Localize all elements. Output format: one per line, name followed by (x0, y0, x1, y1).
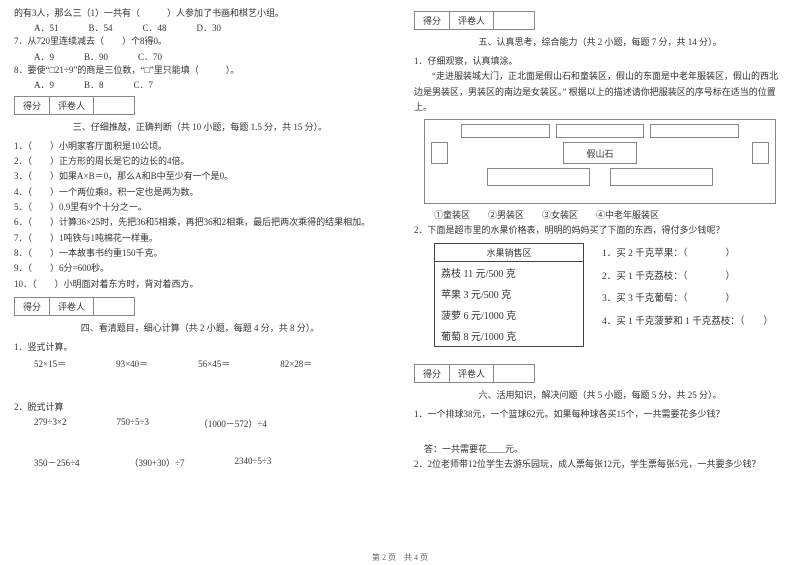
judge-item: 3．（ ）如果A×B＝0，那么A和B中至少有一个是0。 (14, 169, 386, 184)
answer-line: 答：一共需要花____元。 (414, 442, 786, 457)
question-text: 7．从720里连续减去（ ）个8得0。 (14, 34, 386, 49)
question-text: 8．要使“□21÷9”的商是三位数，“□”里只能填（ ）。 (14, 63, 386, 78)
sub-heading: 1．竖式计算。 (14, 340, 386, 355)
opt: B．54 (89, 21, 113, 34)
calc-item: 2340÷5÷3 (234, 456, 271, 469)
judge-item: 1．（ ）小明家客厅面积是10公顷。 (14, 139, 386, 154)
judge-item: 9．（ ）6分=600秒。 (14, 261, 386, 276)
sub-heading: 2．脱式计算 (14, 400, 386, 415)
price-row: 荔枝 11 元/500 克 (435, 262, 583, 283)
map-cell (556, 124, 645, 138)
opt: A．9 (34, 78, 54, 91)
price-title: 水果销售区 (435, 244, 583, 262)
opt: C．48 (143, 21, 167, 34)
question-text: 1．一个排球38元，一个篮球62元。如果每种球各买15个，一共需要花多少钱？ (414, 407, 786, 422)
score-box: 得分 评卷人 (14, 96, 135, 115)
map-cell (650, 124, 739, 138)
calc-item: 52×15＝ (34, 357, 66, 370)
judge-item: 2．（ ）正方形的周长是它的边长的4倍。 (14, 154, 386, 169)
section-title: 五、认真思考，综合能力（共 2 小题，每题 7 分，共 14 分）。 (414, 35, 786, 48)
price-row: 苹果 3 元/500 克 (435, 283, 583, 304)
price-table: 水果销售区 荔枝 11 元/500 克 苹果 3 元/500 克 菠萝 6 元/… (434, 243, 584, 347)
map-cell (487, 168, 590, 186)
score-label: 得分 (415, 12, 450, 29)
calc-item: 279÷3×2 (34, 417, 67, 430)
judge-item: 4．（ ）一个两位乘8，积一定也是两为数。 (14, 185, 386, 200)
score-label: 得分 (415, 365, 450, 382)
legend-text: ①童装区 ②男装区 ③女装区 ④中老年服装区 (414, 208, 786, 223)
question-text: 的有3人，那么三（1）一共有（ ）人参加了书画和棋艺小组。 (14, 6, 386, 21)
buy-item: 1．买 2 千克苹果：（ ） (602, 243, 773, 266)
rock-label: 假山石 (563, 142, 638, 164)
opt: C．70 (138, 50, 162, 63)
buy-item: 3．买 3 千克葡萄：（ ） (602, 288, 773, 311)
score-blank (94, 298, 134, 315)
opt: B．90 (84, 50, 108, 63)
score-label: 得分 (15, 298, 50, 315)
calc-item: 82×28＝ (280, 357, 312, 370)
score-blank (494, 365, 534, 382)
score-box: 得分 评卷人 (414, 364, 535, 383)
page-footer: 第 2 页 共 4 页 (0, 552, 800, 563)
judge-item: 7．（ ）1吨铁与1吨棉花一样重。 (14, 231, 386, 246)
grader-label: 评卷人 (50, 298, 94, 315)
price-row: 葡萄 8 元/1000 克 (435, 325, 583, 346)
score-blank (494, 12, 534, 29)
question-text: 2．2位老师带12位学生去游乐园玩，成人票每张12元，学生票每张5元，一共要多少… (414, 457, 786, 472)
map-diagram: 假山石 (424, 119, 776, 204)
score-blank (94, 97, 134, 114)
grader-label: 评卷人 (450, 12, 494, 29)
map-cell (461, 124, 550, 138)
section-title: 六、活用知识，解决问题（共 5 小题，每题 5 分，共 25 分）。 (414, 388, 786, 401)
judge-item: 8．（ ）一本故事书约重150千克。 (14, 246, 386, 261)
calc-item: （1000－572）÷4 (199, 417, 267, 430)
grader-label: 评卷人 (450, 365, 494, 382)
opt: A．51 (34, 21, 59, 34)
grader-label: 评卷人 (50, 97, 94, 114)
price-row: 菠萝 6 元/1000 克 (435, 304, 583, 325)
map-cell (431, 142, 448, 164)
score-box: 得分 评卷人 (414, 11, 535, 30)
question-text: “走进服装城大门，正北面是假山石和童装区，假山的东面是中老年服装区，假山的西北边… (414, 69, 786, 115)
score-box: 得分 评卷人 (14, 297, 135, 316)
calc-item: 56×45＝ (198, 357, 230, 370)
map-cell (610, 168, 713, 186)
map-cell (752, 142, 769, 164)
calc-item: 350－256÷4 (34, 456, 79, 469)
score-label: 得分 (15, 97, 50, 114)
judge-item: 6．（ ）计算36×25时，先把36和5相乘，再把36和2相乘，最后把两次乘得的… (14, 215, 386, 230)
opt: C．7 (134, 78, 154, 91)
question-text: 2．下面是超市里的水果价格表，明明的妈妈买了下面的东西，得付多少钱呢？ (414, 223, 786, 238)
calc-item: （390+30）÷7 (129, 456, 184, 469)
section-title: 四、看清题目，细心计算（共 2 小题，每题 4 分，共 8 分）。 (14, 321, 386, 334)
judge-item: 5．（ ）0.9里有9个十分之一。 (14, 200, 386, 215)
opt: B．8 (84, 78, 104, 91)
judge-item: 10．（ ）小明面对着东方时，背对着西方。 (14, 277, 386, 292)
section-title: 三、仔细推敲，正确判断（共 10 小题，每题 1.5 分，共 15 分）。 (14, 120, 386, 133)
buy-item: 2．买 1 千克荔枝：（ ） (602, 266, 773, 289)
buy-item: 4．买 1 千克菠萝和 1 千克荔枝：（ ） (602, 311, 773, 334)
opt: A．9 (34, 50, 54, 63)
calc-item: 93×40＝ (116, 357, 148, 370)
calc-item: 750÷5÷3 (117, 417, 149, 430)
opt: D．30 (197, 21, 222, 34)
question-text: 1．仔细观察，认真填涂。 (414, 54, 786, 69)
